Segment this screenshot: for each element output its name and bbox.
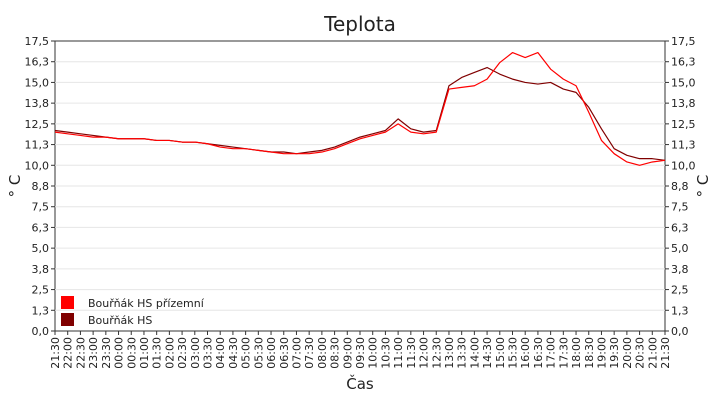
x-tick-label: 09:00: [341, 337, 354, 369]
x-tick-label: 06:30: [278, 337, 291, 369]
y-tick-label-left: 6,3: [32, 221, 50, 234]
y-tick-label-left: 15,0: [25, 76, 50, 89]
legend-label-series-2: Bouřňák HS: [88, 314, 152, 327]
x-tick-label: 16:30: [532, 337, 545, 369]
y-tick-label-left: 12,5: [25, 118, 50, 131]
x-tick-label: 13:30: [456, 337, 469, 369]
x-tick-label: 14:00: [468, 337, 481, 369]
legend: Bouřňák HS přízemní Bouřňák HS: [61, 296, 205, 327]
x-tick-label: 21:30: [49, 337, 62, 369]
x-tick-label: 08:00: [316, 337, 329, 369]
x-tick-label: 17:00: [545, 337, 558, 369]
x-tick-label: 15:00: [494, 337, 507, 369]
legend-label-series-1: Bouřňák HS přízemní: [88, 297, 205, 310]
x-tick-label: 10:30: [379, 337, 392, 369]
y-tick-label-right: 17,5: [671, 35, 696, 48]
y-tick-label-left: 1,3: [32, 304, 50, 317]
x-tick-label: 00:00: [113, 337, 126, 369]
y-tick-label-left: 10,0: [25, 159, 50, 172]
x-tick-label: 21:00: [646, 337, 659, 369]
y-tick-label-left: 0,0: [32, 325, 50, 338]
x-tick-label: 02:00: [163, 337, 176, 369]
x-tick-label: 11:30: [405, 337, 418, 369]
x-tick-label: 23:00: [87, 337, 100, 369]
y-tick-label-right: 0,0: [671, 325, 689, 338]
y-axis-label-left: ° C: [6, 175, 24, 198]
x-tick-label: 22:30: [74, 337, 87, 369]
x-tick-label: 19:30: [608, 337, 621, 369]
x-tick-label: 04:00: [214, 337, 227, 369]
y-tick-label-right: 12,5: [671, 118, 696, 131]
y-tick-label-right: 16,3: [671, 56, 696, 69]
x-tick-label: 08:30: [329, 337, 342, 369]
y-tick-label-left: 5,0: [32, 242, 50, 255]
x-tick-label: 00:30: [125, 337, 138, 369]
y-tick-label-right: 2,5: [671, 284, 689, 297]
y-axis-left: 0,0 1,3 2,5 3,8 5,0 6,3 7,5 8,8 10,0 11,3 12,5 13,8…: [25, 35, 55, 338]
chart-title: Teplota: [323, 12, 396, 36]
y-tick-label-left: 13,8: [25, 97, 50, 110]
legend-swatch-series-2: [61, 313, 74, 326]
y-tick-label-left: 11,3: [25, 139, 50, 152]
x-tick-label: 18:30: [583, 337, 596, 369]
y-tick-label-right: 15,0: [671, 76, 696, 89]
x-tick-label: 01:30: [151, 337, 164, 369]
x-tick-label: 11:00: [392, 337, 405, 369]
x-tick-label: 20:00: [621, 337, 634, 369]
y-tick-label-left: 3,8: [32, 263, 50, 276]
x-tick-label: 04:30: [227, 337, 240, 369]
y-tick-label-left: 16,3: [25, 56, 50, 69]
y-tick-label-right: 7,5: [671, 201, 689, 214]
y-tick-label-left: 2,5: [32, 284, 50, 297]
x-tick-label: 10:00: [367, 337, 380, 369]
x-tick-label: 02:30: [176, 337, 189, 369]
x-tick-label: 15:30: [507, 337, 520, 369]
x-tick-label: 12:30: [430, 337, 443, 369]
x-tick-label: 13:00: [443, 337, 456, 369]
y-tick-label-right: 11,3: [671, 139, 696, 152]
y-axis-label-right: ° C: [694, 175, 712, 198]
x-axis: 21:30 22:00 22:30 23:00 23:30 00:00 00:30 01:00…: [49, 331, 672, 369]
y-axis-right: 0,0 1,3 2,5 3,8 5,0 6,3 7,5 8,8 10,0 11,3 12,5 13,8…: [665, 35, 696, 338]
x-tick-label: 05:00: [240, 337, 253, 369]
x-tick-label: 03:00: [189, 337, 202, 369]
y-tick-label-right: 10,0: [671, 159, 696, 172]
y-tick-label-right: 8,8: [671, 180, 689, 193]
x-tick-label: 05:30: [252, 337, 265, 369]
grid-lines: [55, 61, 665, 311]
y-tick-label-left: 8,8: [32, 180, 50, 193]
x-tick-label: 20:30: [634, 337, 647, 369]
y-tick-label-right: 13,8: [671, 97, 696, 110]
x-tick-label: 19:00: [595, 337, 608, 369]
x-tick-label: 09:30: [354, 337, 367, 369]
y-tick-label-right: 3,8: [671, 263, 689, 276]
x-tick-label: 18:00: [570, 337, 583, 369]
x-tick-label: 21:30: [659, 337, 672, 369]
series-layer: [54, 51, 666, 166]
x-tick-label: 17:30: [557, 337, 570, 369]
x-tick-label: 07:00: [290, 337, 303, 369]
x-tick-label: 14:30: [481, 337, 494, 369]
x-axis-label: Čas: [346, 374, 374, 393]
y-tick-label-right: 6,3: [671, 221, 689, 234]
y-tick-label-right: 5,0: [671, 242, 689, 255]
y-tick-label-right: 1,3: [671, 304, 689, 317]
x-tick-label: 03:30: [202, 337, 215, 369]
y-tick-label-left: 7,5: [32, 201, 50, 214]
y-tick-label-left: 17,5: [25, 35, 50, 48]
series-line-1: [54, 51, 666, 166]
x-tick-label: 01:00: [138, 337, 151, 369]
x-tick-label: 07:30: [303, 337, 316, 369]
x-tick-label: 22:00: [62, 337, 75, 369]
x-tick-label: 12:00: [418, 337, 431, 369]
legend-swatch-series-1: [61, 296, 74, 309]
x-tick-label: 16:00: [519, 337, 532, 369]
x-tick-label: 23:30: [100, 337, 113, 369]
x-tick-label: 06:00: [265, 337, 278, 369]
